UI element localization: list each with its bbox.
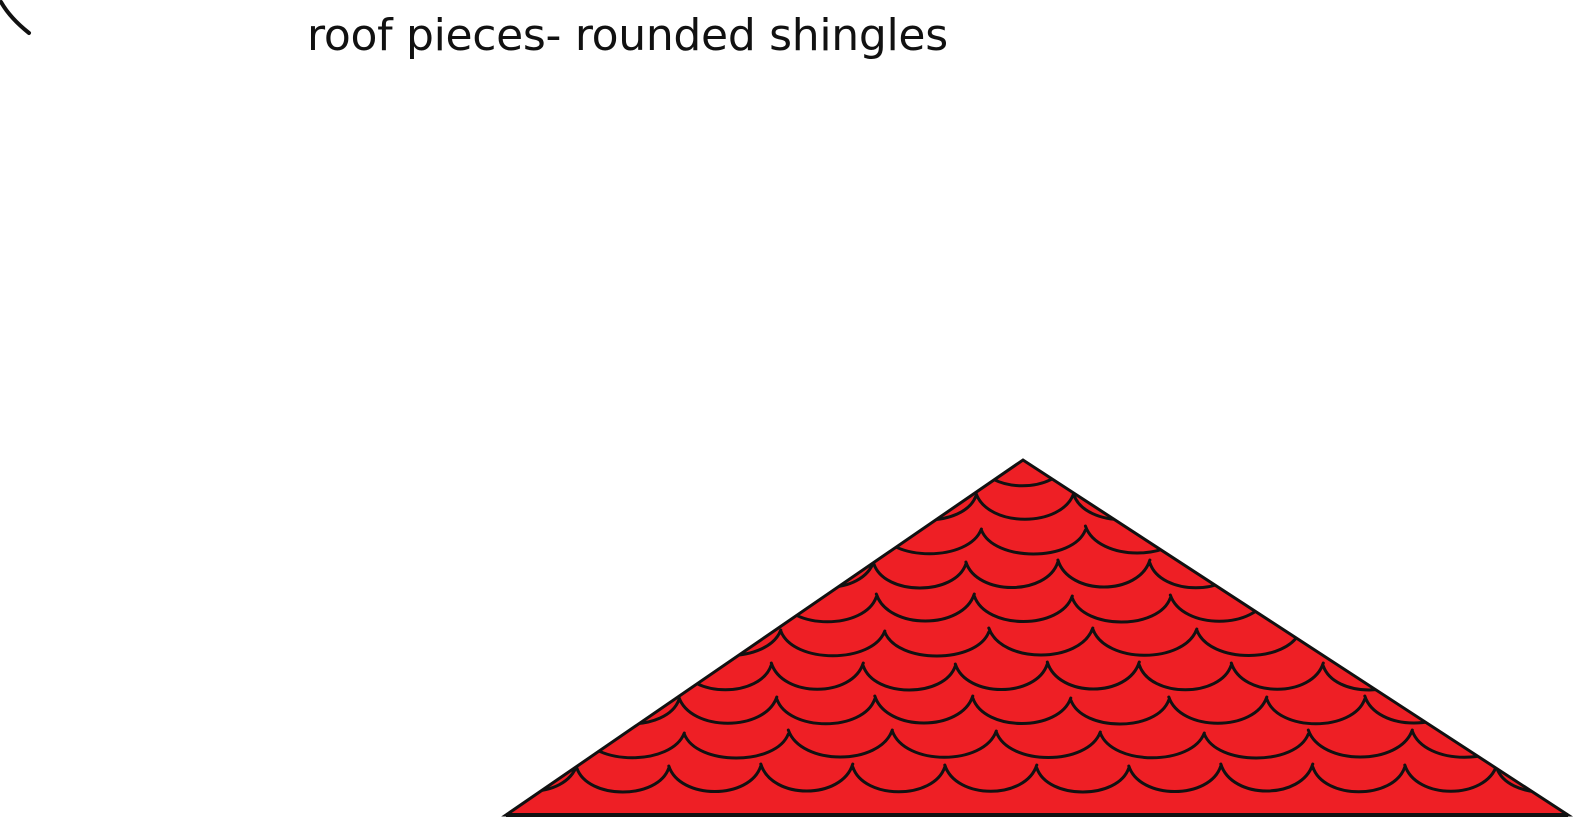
corner-stroke-mark: [0, 0, 31, 35]
shingle-row: [882, 460, 1254, 488]
roof-triangle: [501, 458, 1574, 817]
page-title: roof pieces- rounded shingles: [307, 10, 948, 61]
